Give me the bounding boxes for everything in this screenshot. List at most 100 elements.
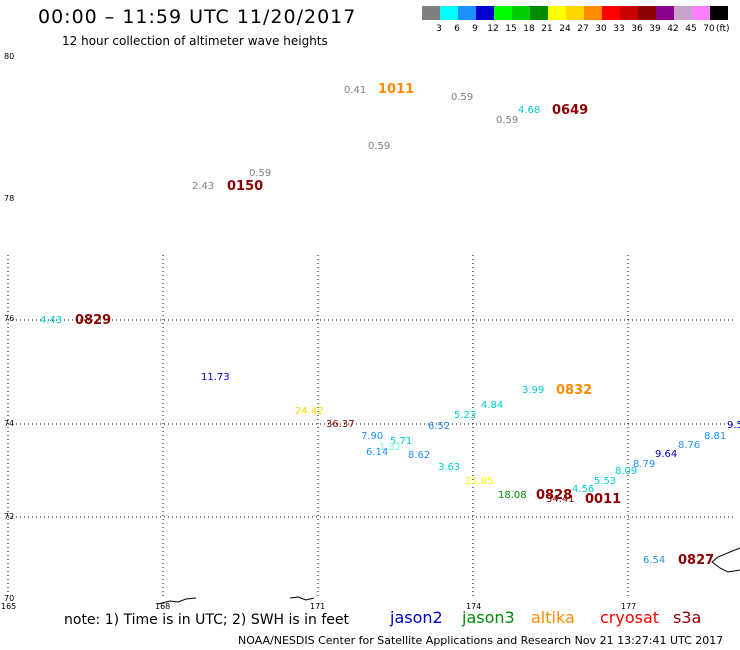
wave-height-label: 8.62 — [408, 450, 430, 461]
pass-time-label: 0827 — [678, 553, 714, 568]
longitude-label: 165 — [1, 602, 16, 611]
coastline-segment — [157, 597, 197, 605]
wave-height-label: 6.52 — [428, 421, 450, 432]
wave-height-label: 0.59 — [451, 92, 473, 103]
legend-label: 21 — [541, 24, 552, 34]
longitude-label: 177 — [621, 602, 636, 611]
color-legend: 3 6 9 12 15 18 21 24 27 30 33 36 39 42 45 70 (ft) — [422, 6, 730, 34]
wave-height-label: 0.59 — [249, 168, 271, 179]
latitude-label: 70 — [4, 594, 14, 603]
wave-height-label: 34.41 — [546, 494, 575, 505]
legend-label: 24 — [559, 24, 571, 34]
legend-swatch — [494, 6, 512, 20]
legend-swatch — [512, 6, 530, 20]
legend-label: 33 — [613, 24, 624, 34]
page-subtitle: 12 hour collection of altimeter wave hei… — [62, 34, 328, 48]
legend-label: 70 — [703, 24, 715, 34]
wave-height-label: 0.59 — [368, 141, 390, 152]
wave-height-label: 2.43 — [192, 181, 214, 192]
legend-label: 30 — [595, 24, 607, 34]
pass-time-label: 0150 — [227, 179, 263, 194]
wave-height-label: 21.85 — [465, 476, 494, 487]
wave-height-label: 0.59 — [496, 115, 518, 126]
pass-time-label: 0828 — [536, 488, 572, 503]
legend-label: 27 — [577, 24, 588, 34]
legend-swatch — [710, 6, 728, 20]
wave-height-label: 7.90 — [361, 431, 383, 442]
latitude-label: 78 — [4, 194, 14, 203]
legend-label: 18 — [523, 24, 535, 34]
wave-height-label: 5.53 — [594, 476, 616, 487]
satellite-cryosat: cryosat — [600, 608, 660, 627]
wave-height-label: 1.32 — [379, 442, 401, 453]
latitude-label: 76 — [4, 314, 14, 323]
legend-swatch — [692, 6, 710, 20]
legend-swatch — [476, 6, 494, 20]
coastline-segment — [711, 547, 740, 573]
wave-height-label: 9.5 — [727, 420, 740, 431]
pass-time-label: 0832 — [556, 383, 592, 398]
wave-height-label: 18.08 — [498, 490, 527, 501]
wave-height-label: 6.54 — [643, 555, 665, 566]
page-title: 00:00 – 11:59 UTC 11/20/2017 — [38, 6, 357, 28]
wave-height-label: 5.71 — [390, 436, 412, 447]
legend-label: 36 — [631, 24, 643, 34]
wave-height-label: 8.79 — [633, 459, 655, 470]
wave-height-label: 0.41 — [344, 85, 366, 96]
legend-swatch — [530, 6, 548, 20]
satellite-s3a: s3a — [673, 608, 702, 627]
legend-label: 3 — [436, 24, 442, 34]
wave-height-label: 8.76 — [678, 440, 700, 451]
latitude-label: 74 — [4, 419, 14, 428]
wave-height-label: 3.99 — [522, 385, 544, 396]
wave-height-label: 4.56 — [572, 484, 594, 495]
legend-swatch — [566, 6, 584, 20]
legend-swatch — [458, 6, 476, 20]
credit-line: NOAA/NESDIS Center for Satellite Applica… — [238, 634, 724, 647]
footnote: note: 1) Time is in UTC; 2) SWH is in fe… — [64, 612, 350, 628]
wave-height-label: 8.09 — [615, 466, 637, 477]
legend-swatch — [602, 6, 620, 20]
wave-height-label: 4.43 — [40, 315, 62, 326]
legend-label: 12 — [487, 24, 498, 34]
pass-time-label: 0829 — [75, 313, 111, 328]
pass-time-label: 0649 — [552, 103, 588, 118]
coastline-segment — [289, 596, 315, 601]
map-grid — [7, 255, 736, 598]
legend-swatch — [548, 6, 566, 20]
wave-height-label: 6.14 — [366, 447, 388, 458]
legend-swatch — [620, 6, 638, 20]
wave-height-label: 8.81 — [704, 431, 726, 442]
wave-height-label: 4.68 — [518, 105, 540, 116]
pass-time-label: 1011 — [378, 82, 414, 97]
longitude-label: 168 — [155, 602, 170, 611]
satellite-jason2: jason2 — [390, 608, 443, 627]
wave-height-label: 3.63 — [438, 462, 460, 473]
wave-height-label: 36.37 — [326, 419, 355, 430]
legend-label: 45 — [685, 24, 696, 34]
legend-label: 9 — [472, 24, 478, 34]
wave-height-label: 9.64 — [655, 449, 677, 460]
wave-height-label: 5.23 — [454, 410, 476, 421]
legend-label: 42 — [667, 24, 678, 34]
wave-height-label: 24.42 — [295, 406, 324, 417]
legend-swatch — [422, 6, 440, 20]
wave-height-label: 4.84 — [481, 400, 503, 411]
longitude-label: 174 — [466, 602, 481, 611]
satellite-jason3: jason3 — [462, 608, 515, 627]
longitude-label: 171 — [310, 602, 325, 611]
wave-height-label: 11.73 — [201, 372, 230, 383]
legend-label: 6 — [454, 24, 460, 34]
legend-swatch — [440, 6, 458, 20]
legend-swatch — [656, 6, 674, 20]
legend-label: 39 — [649, 24, 661, 34]
latitude-label: 80 — [4, 52, 14, 61]
pass-time-label: 0011 — [585, 492, 621, 507]
satellite-altika: altika — [531, 608, 575, 627]
coastline — [157, 547, 740, 605]
legend-swatch — [638, 6, 656, 20]
latitude-label: 72 — [4, 512, 14, 521]
